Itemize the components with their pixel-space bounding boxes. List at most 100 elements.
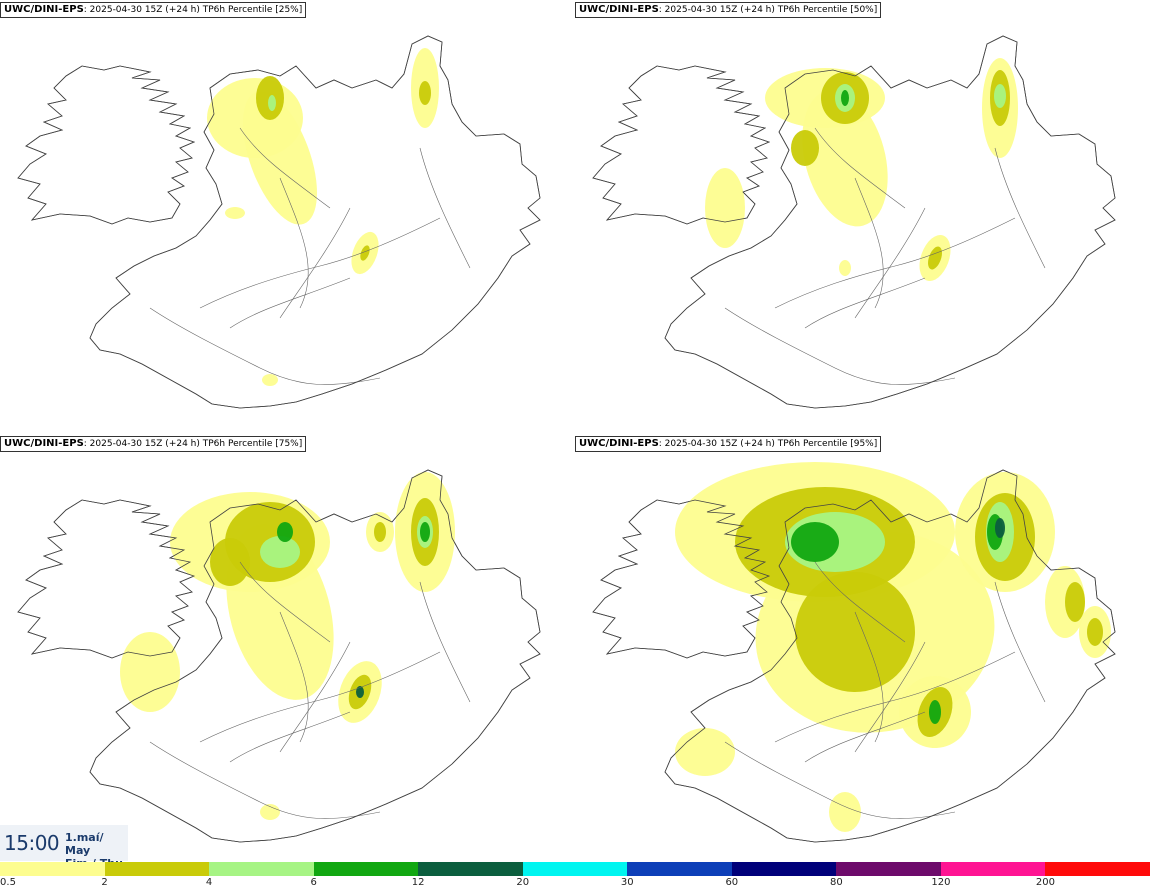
precip-area [374, 522, 386, 542]
precip-area [841, 90, 849, 106]
precip-map [17, 469, 541, 843]
precip-area [120, 632, 180, 712]
legend-swatch [1045, 862, 1150, 876]
precip-area [356, 686, 364, 698]
precip-map [592, 462, 1116, 843]
precip-area [1087, 618, 1103, 646]
road-line [279, 641, 351, 753]
precip-area [795, 572, 915, 692]
road-line [854, 611, 884, 743]
valid-time-box: 15:00 1.maí/ May Fim./ Thu [0, 825, 128, 870]
legend-tick-label: 80 [829, 877, 843, 888]
panel-title: UWC/DINI-EPS: 2025-04-30 15Z (+24 h) TP6… [0, 2, 307, 18]
road-line [804, 711, 926, 763]
panel-title: UWC/DINI-EPS: 2025-04-30 15Z (+24 h) TP6… [575, 436, 882, 452]
map-panel-p50: UWC/DINI-EPS: 2025-04-30 15Z (+24 h) TP6… [575, 0, 1150, 434]
panel-title: UWC/DINI-EPS: 2025-04-30 15Z (+24 h) TP6… [575, 2, 882, 18]
valid-time: 15:00 [4, 831, 60, 855]
precip-area [210, 538, 250, 586]
precip-area [994, 84, 1006, 108]
precip-area [277, 522, 293, 542]
legend-swatch [940, 862, 1046, 876]
precip-area [675, 728, 735, 776]
precip-area [829, 792, 861, 832]
precip-area [995, 518, 1005, 538]
precip-area [929, 700, 941, 724]
road-line [814, 127, 906, 209]
precip-area [268, 95, 276, 111]
road-line [279, 177, 309, 309]
panel-title: UWC/DINI-EPS: 2025-04-30 15Z (+24 h) TP6… [0, 436, 307, 452]
legend-tick-label: 30 [620, 877, 634, 888]
legend-swatch [0, 862, 105, 876]
coastline [17, 35, 541, 409]
legend-swatch [522, 862, 628, 876]
legend-tick-label: 4 [205, 877, 213, 888]
legend-ticks: 0.5 2 4 6 12 20 30 60 80 120 200 [0, 877, 1150, 891]
precip-area [802, 89, 888, 227]
precip-map [592, 35, 1116, 409]
precip-area [260, 536, 300, 568]
precip-area [260, 804, 280, 820]
legend-swatch [313, 862, 419, 876]
road-line [229, 711, 351, 763]
coastline [592, 469, 1116, 843]
color-legend: 0.5 2 4 6 12 20 30 60 80 120 200 [0, 862, 1150, 891]
map-panel-p75: UWC/DINI-EPS: 2025-04-30 15Z (+24 h) TP6… [0, 434, 575, 868]
road-line [994, 581, 1046, 703]
road-line [854, 177, 884, 309]
legend-tick-label: 6 [310, 877, 317, 888]
legend-swatch [418, 862, 523, 876]
legend-swatch [104, 862, 210, 876]
coastline [592, 35, 1116, 409]
road-line [419, 147, 471, 269]
precip-area [705, 168, 745, 248]
precip-area [791, 130, 819, 166]
legend-color-bar [0, 862, 1150, 876]
legend-tick-label: 12 [411, 877, 425, 888]
coastline [17, 469, 541, 843]
legend-swatch [627, 862, 732, 876]
legend-tick-label: 0.5 [0, 877, 16, 888]
precip-area [791, 522, 839, 562]
map-panel-p95: UWC/DINI-EPS: 2025-04-30 15Z (+24 h) TP6… [575, 434, 1150, 868]
road-line [994, 147, 1046, 269]
road-line [804, 277, 926, 329]
legend-tick-label: 120 [931, 877, 951, 888]
road-line [149, 307, 381, 385]
road-line [774, 651, 1016, 743]
legend-tick-label: 2 [101, 877, 108, 888]
road-line [199, 217, 441, 309]
road-line [199, 651, 441, 743]
valid-date-line1: 1.maí/ May [65, 831, 104, 857]
road-line [724, 307, 956, 385]
legend-swatch [731, 862, 837, 876]
precip-map [17, 35, 541, 409]
road-line [854, 641, 926, 753]
legend-tick-label: 200 [1035, 877, 1055, 888]
legend-swatch [209, 862, 314, 876]
precip-area [360, 245, 370, 261]
map-panel-p25: UWC/DINI-EPS: 2025-04-30 15Z (+24 h) TP6… [0, 0, 575, 434]
road-line [814, 561, 906, 643]
legend-swatch [836, 862, 941, 876]
precip-area [225, 207, 245, 219]
precip-area [262, 374, 278, 386]
road-line [774, 217, 1016, 309]
precip-area [420, 522, 430, 542]
road-line [419, 581, 471, 703]
road-line [239, 561, 331, 643]
precip-area [243, 91, 317, 225]
legend-tick-label: 60 [725, 877, 739, 888]
road-line [149, 741, 381, 819]
road-line [279, 611, 309, 743]
legend-tick-label: 20 [516, 877, 530, 888]
precip-area [419, 81, 431, 105]
precip-area [839, 260, 851, 276]
road-line [724, 741, 956, 819]
road-line [279, 207, 351, 319]
road-line [854, 207, 926, 319]
road-line [229, 277, 351, 329]
precip-area [1065, 582, 1085, 622]
road-line [239, 127, 331, 209]
